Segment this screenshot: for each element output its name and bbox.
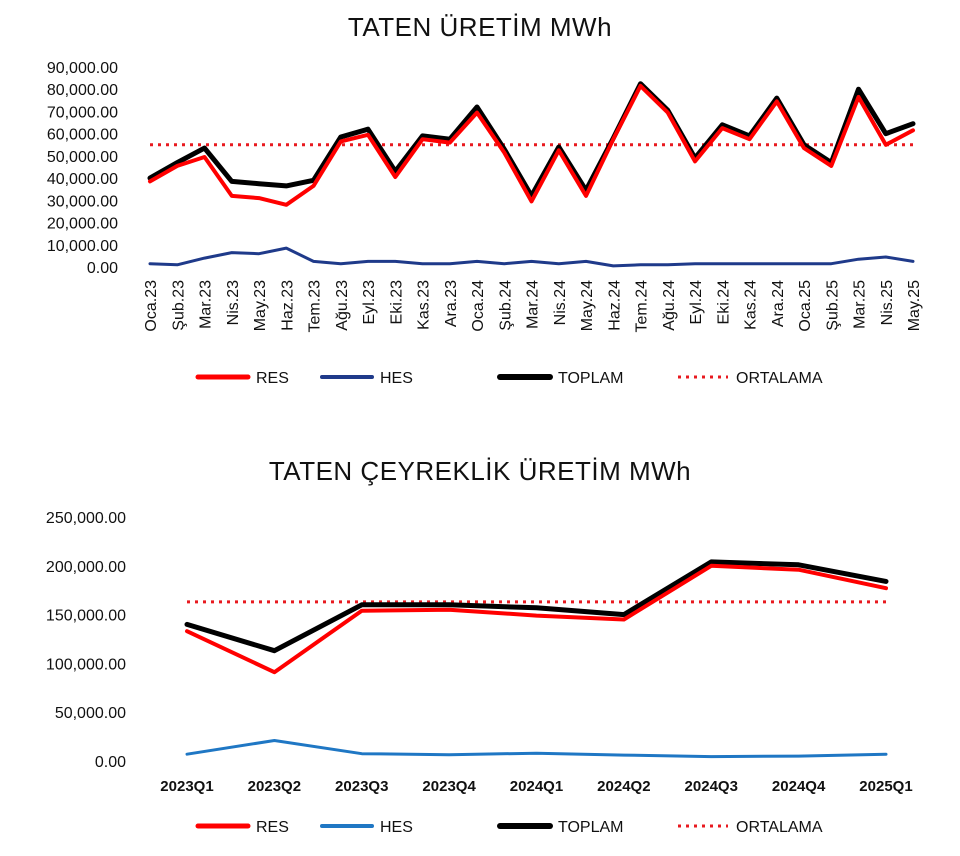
x-tick-label: Mar.23 [198,280,215,329]
x-tick-label: May.25 [906,280,923,331]
x-tick-label: Kas.24 [743,280,760,330]
x-tick-label: Haz.24 [606,280,623,331]
quarterly-chart-svg: 0.00 50,000.00 100,000.00 150,000.00 200,000… [46,510,913,836]
series-line-hes [185,739,888,759]
legend-label-ortalama: ORTALAMA [736,819,823,836]
y-tick-label: 70,000.00 [47,104,118,121]
monthly-production-chart: TATEN ÜRETİM MWh 0.00 10,000.00 20,000.00 3… [0,0,960,410]
x-tick-label: Ağu.24 [661,280,678,331]
series-line-res [148,83,915,207]
legend-label-toplam: TOPLAM [558,819,624,836]
x-tick-label: Oca.25 [797,280,814,332]
x-tick-label: Eyl.24 [688,280,705,325]
y-tick-label: 80,000.00 [47,82,118,99]
x-tick-label: 2023Q1 [160,778,213,795]
x-tick-label: Oca.23 [143,280,160,332]
legend-label-ortalama: ORTALAMA [736,370,823,387]
x-tick-label: 2024Q2 [597,778,650,795]
y-tick-label: 100,000.00 [46,656,126,673]
x-tick-label: 2024Q1 [510,778,563,795]
x-tick-label: Oca.24 [470,280,487,332]
y-tick-label: 0.00 [87,260,118,277]
x-tick-label: Nis.24 [552,280,569,325]
x-tick-label: 2023Q2 [248,778,301,795]
series-line-hes [148,246,915,268]
chart-title: TATEN ÜRETİM MWh [347,12,613,42]
legend-label-res: RES [256,370,289,387]
y-tick-label: 90,000.00 [47,60,118,77]
x-tick-label: 2025Q1 [859,778,912,795]
x-tick-label: May.23 [252,280,269,331]
x-tick-label: 2023Q4 [422,778,476,795]
y-tick-label: 200,000.00 [46,559,126,576]
x-tick-label: Eyl.23 [361,280,378,325]
chart-title: TATEN ÇEYREKLİK ÜRETİM MWh [268,456,692,486]
series-line-toplam [184,559,889,654]
x-tick-label: Şub.23 [170,280,187,331]
legend-label-hes: HES [380,819,413,836]
x-tick-label: Kas.23 [416,280,433,330]
legend-label-toplam: TOPLAM [558,370,624,387]
x-tick-label: Şub.24 [497,280,514,331]
y-tick-label: 50,000.00 [47,149,118,166]
x-tick-label: Ara.23 [443,280,460,327]
x-tick-label: Şub.25 [824,280,841,331]
monthly-chart-svg: 0.00 10,000.00 20,000.00 30,000.00 40,000.00… [47,60,923,387]
legend-label-hes: HES [380,370,413,387]
y-tick-label: 10,000.00 [47,238,118,255]
x-tick-label: 2024Q4 [772,778,826,795]
x-tick-label: Nis.25 [879,280,896,325]
legend-label-res: RES [256,819,289,836]
y-tick-label: 250,000.00 [46,510,126,527]
y-tick-label: 150,000.00 [46,608,126,625]
x-tick-label: Mar.24 [525,280,542,329]
x-tick-label: Tem.24 [634,280,651,333]
x-tick-label: 2024Q3 [685,778,738,795]
x-tick-label: Tem.23 [307,280,324,333]
x-tick-label: 2023Q3 [335,778,388,795]
x-tick-label: Eki.24 [715,280,732,325]
x-tick-label: Eki.23 [388,280,405,325]
y-tick-label: 50,000.00 [55,705,126,722]
x-tick-label: Ara.24 [770,280,787,327]
series-line-res [185,563,888,675]
y-tick-label: 30,000.00 [47,193,118,210]
x-tick-label: Ağu.23 [334,280,351,331]
y-tick-label: 40,000.00 [47,171,118,188]
x-tick-label: Nis.23 [225,280,242,325]
y-tick-label: 20,000.00 [47,216,118,233]
y-tick-label: 60,000.00 [47,127,118,144]
quarterly-production-chart: TATEN ÇEYREKLİK ÜRETİM MWh 0.00 50,000.00… [0,440,960,850]
x-tick-label: May.24 [579,280,596,331]
y-tick-label: 0.00 [95,754,126,771]
x-tick-label: Haz.23 [279,280,296,331]
x-tick-label: Mar.25 [852,280,869,329]
